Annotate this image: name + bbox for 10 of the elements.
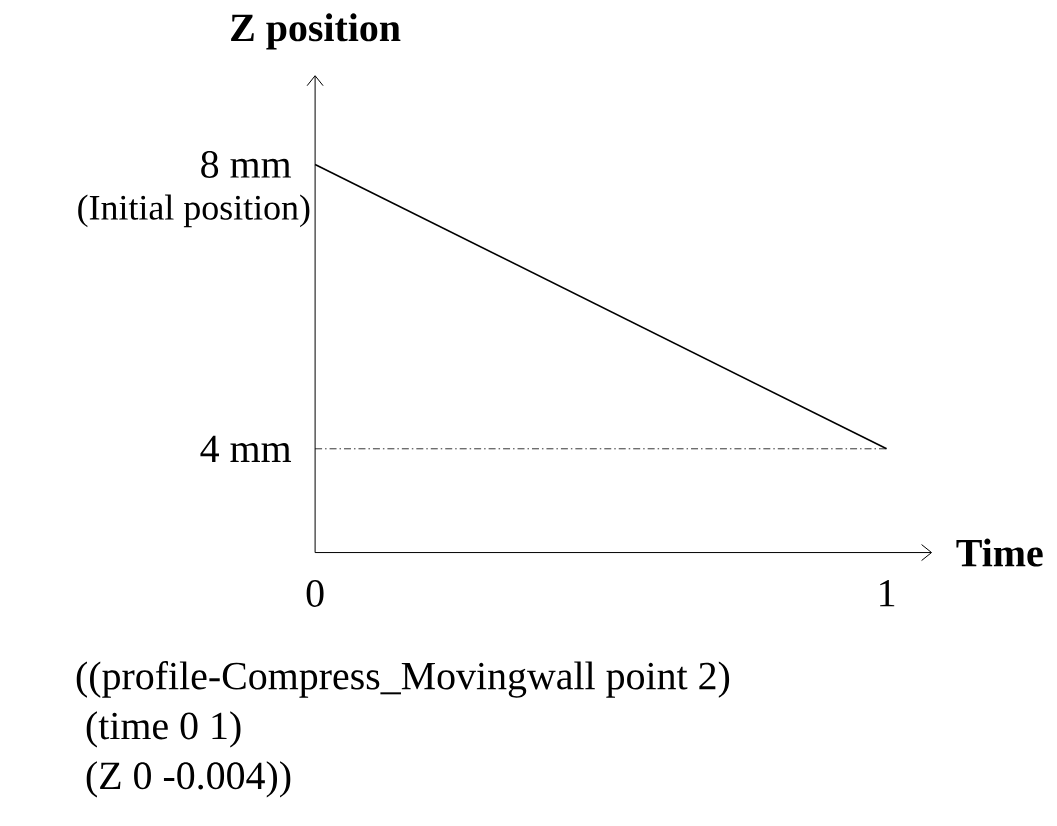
text: (time 0 1) — [86, 711, 241, 748]
x-axis-title: Time — [956, 538, 1043, 567]
x-tick-label: 0 — [306, 580, 324, 608]
x-tick-label: 1 — [880, 580, 895, 607]
annotation: (Initial position) — [78, 194, 310, 228]
chart-title: Z position — [231, 13, 401, 50]
text: ((profile-Compress_Movingwall point 2) — [76, 661, 730, 698]
text: (Z 0 -0.004)) — [86, 761, 291, 798]
y-tick-label: 4 mm — [200, 435, 292, 463]
y-tick-label: 8 mm — [201, 151, 292, 179]
